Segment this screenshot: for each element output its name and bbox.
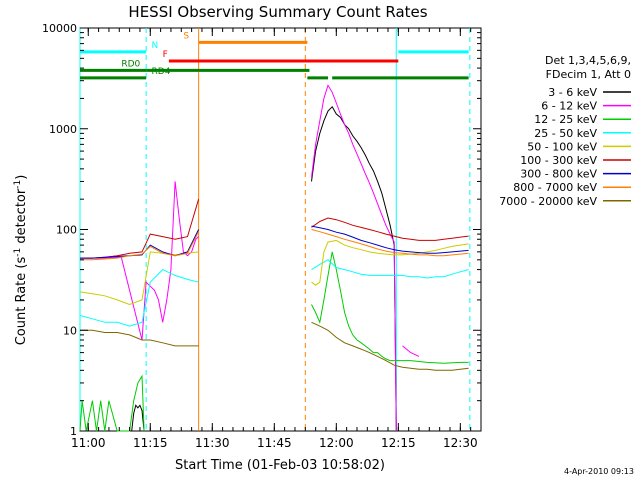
- series-6-segment-2: [311, 217, 469, 241]
- series-4-segment-2: [311, 259, 469, 279]
- state-bar-label-rd4: RD4: [152, 67, 171, 77]
- legend-label-1: 3 - 6 keV: [548, 86, 597, 99]
- y-tick-label-1000: 1000: [49, 123, 77, 136]
- legend-label-4: 25 - 50 keV: [534, 127, 597, 140]
- series-3-segment-1: [79, 374, 145, 432]
- y-tick-label-100: 100: [56, 224, 77, 237]
- legend-header-1: Det 1,3,4,5,6,9,: [545, 54, 631, 67]
- legend-label-5: 50 - 100 keV: [527, 140, 597, 153]
- y-axis-label-mid: detector: [14, 188, 29, 248]
- series-3-segment-2: [311, 251, 469, 364]
- series-1-segment-2: [311, 105, 397, 432]
- y-axis-label: Count Rate (s-1 detector-1): [13, 175, 29, 346]
- plot-area: N S F RD0 RD4 1 10 100 1000 10000 11:00 11:15 11:3…: [42, 22, 482, 450]
- x-tick-label-3: 11:30: [195, 436, 230, 450]
- state-bar-label-s: S: [183, 31, 189, 41]
- chart-title: HESSI Observing Summary Count Rates: [128, 3, 427, 21]
- x-tick-label-5: 12:00: [319, 436, 354, 450]
- series-9-segment-1: [80, 329, 199, 347]
- x-axis-label: Start Time (01-Feb-03 10:58:02): [175, 458, 385, 473]
- x-tick-label-2: 11:15: [133, 436, 168, 450]
- legend-label-8: 800 - 7000 keV: [513, 181, 597, 194]
- x-tick-label-4: 11:45: [257, 436, 292, 450]
- legend-label-3: 12 - 25 keV: [534, 113, 597, 126]
- state-bars: N S F RD0 RD4: [80, 31, 469, 80]
- series-8-segment-2: [311, 229, 469, 257]
- series-2-segment-3: [402, 345, 420, 357]
- y-axis-label-end: ): [14, 175, 29, 180]
- legend-label-2: 6 - 12 keV: [541, 100, 597, 113]
- date-stamp: 4-Apr-2010 09:13: [564, 467, 634, 476]
- x-tick-label-6: 12:15: [381, 436, 416, 450]
- y-axis-ticks: 1 10 100 1000 10000: [42, 22, 481, 438]
- vertical-markers: [79, 28, 471, 431]
- plot-frame: [79, 27, 482, 432]
- y-axis-label-sup1: -1: [13, 248, 23, 257]
- y-tick-label-10: 10: [63, 324, 77, 337]
- series-5-segment-2: [311, 239, 469, 286]
- state-bar-label-f: F: [163, 50, 168, 60]
- y-axis-label-main: Count Rate (s: [14, 257, 29, 346]
- x-axis-ticks: 11:00 11:15 11:30 11:45 12:00 12:15 12:30: [71, 28, 478, 450]
- series-4-segment-1: [79, 268, 199, 327]
- x-tick-label-7: 12:30: [443, 436, 478, 450]
- state-bar-label-n: N: [152, 41, 159, 51]
- state-bar-label-rd0: RD0: [121, 59, 140, 69]
- series-2-segment-2: [311, 84, 397, 432]
- y-axis-label-sup2: -1: [13, 180, 23, 189]
- series-2-segment-1: [80, 181, 199, 341]
- series-9-segment-2: [311, 321, 469, 371]
- legend-label-9: 7000 - 20000 keV: [499, 195, 597, 208]
- legend: Det 1,3,4,5,6,9, FDecim 1, Att 0 3 - 6 k…: [499, 54, 631, 208]
- x-tick-label-1: 11:00: [71, 436, 106, 450]
- y-tick-label-10000: 10000: [42, 22, 77, 35]
- series-7-segment-2: [311, 225, 469, 254]
- y-tick-label-1: 1: [70, 425, 77, 438]
- series-1-segment-1: [131, 404, 145, 432]
- legend-header-2: FDecim 1, Att 0: [546, 68, 631, 81]
- series-8-segment-1: [80, 231, 200, 261]
- legend-label-6: 100 - 300 keV: [520, 154, 597, 167]
- legend-label-7: 300 - 800 keV: [520, 168, 597, 181]
- series-lines: [79, 84, 469, 432]
